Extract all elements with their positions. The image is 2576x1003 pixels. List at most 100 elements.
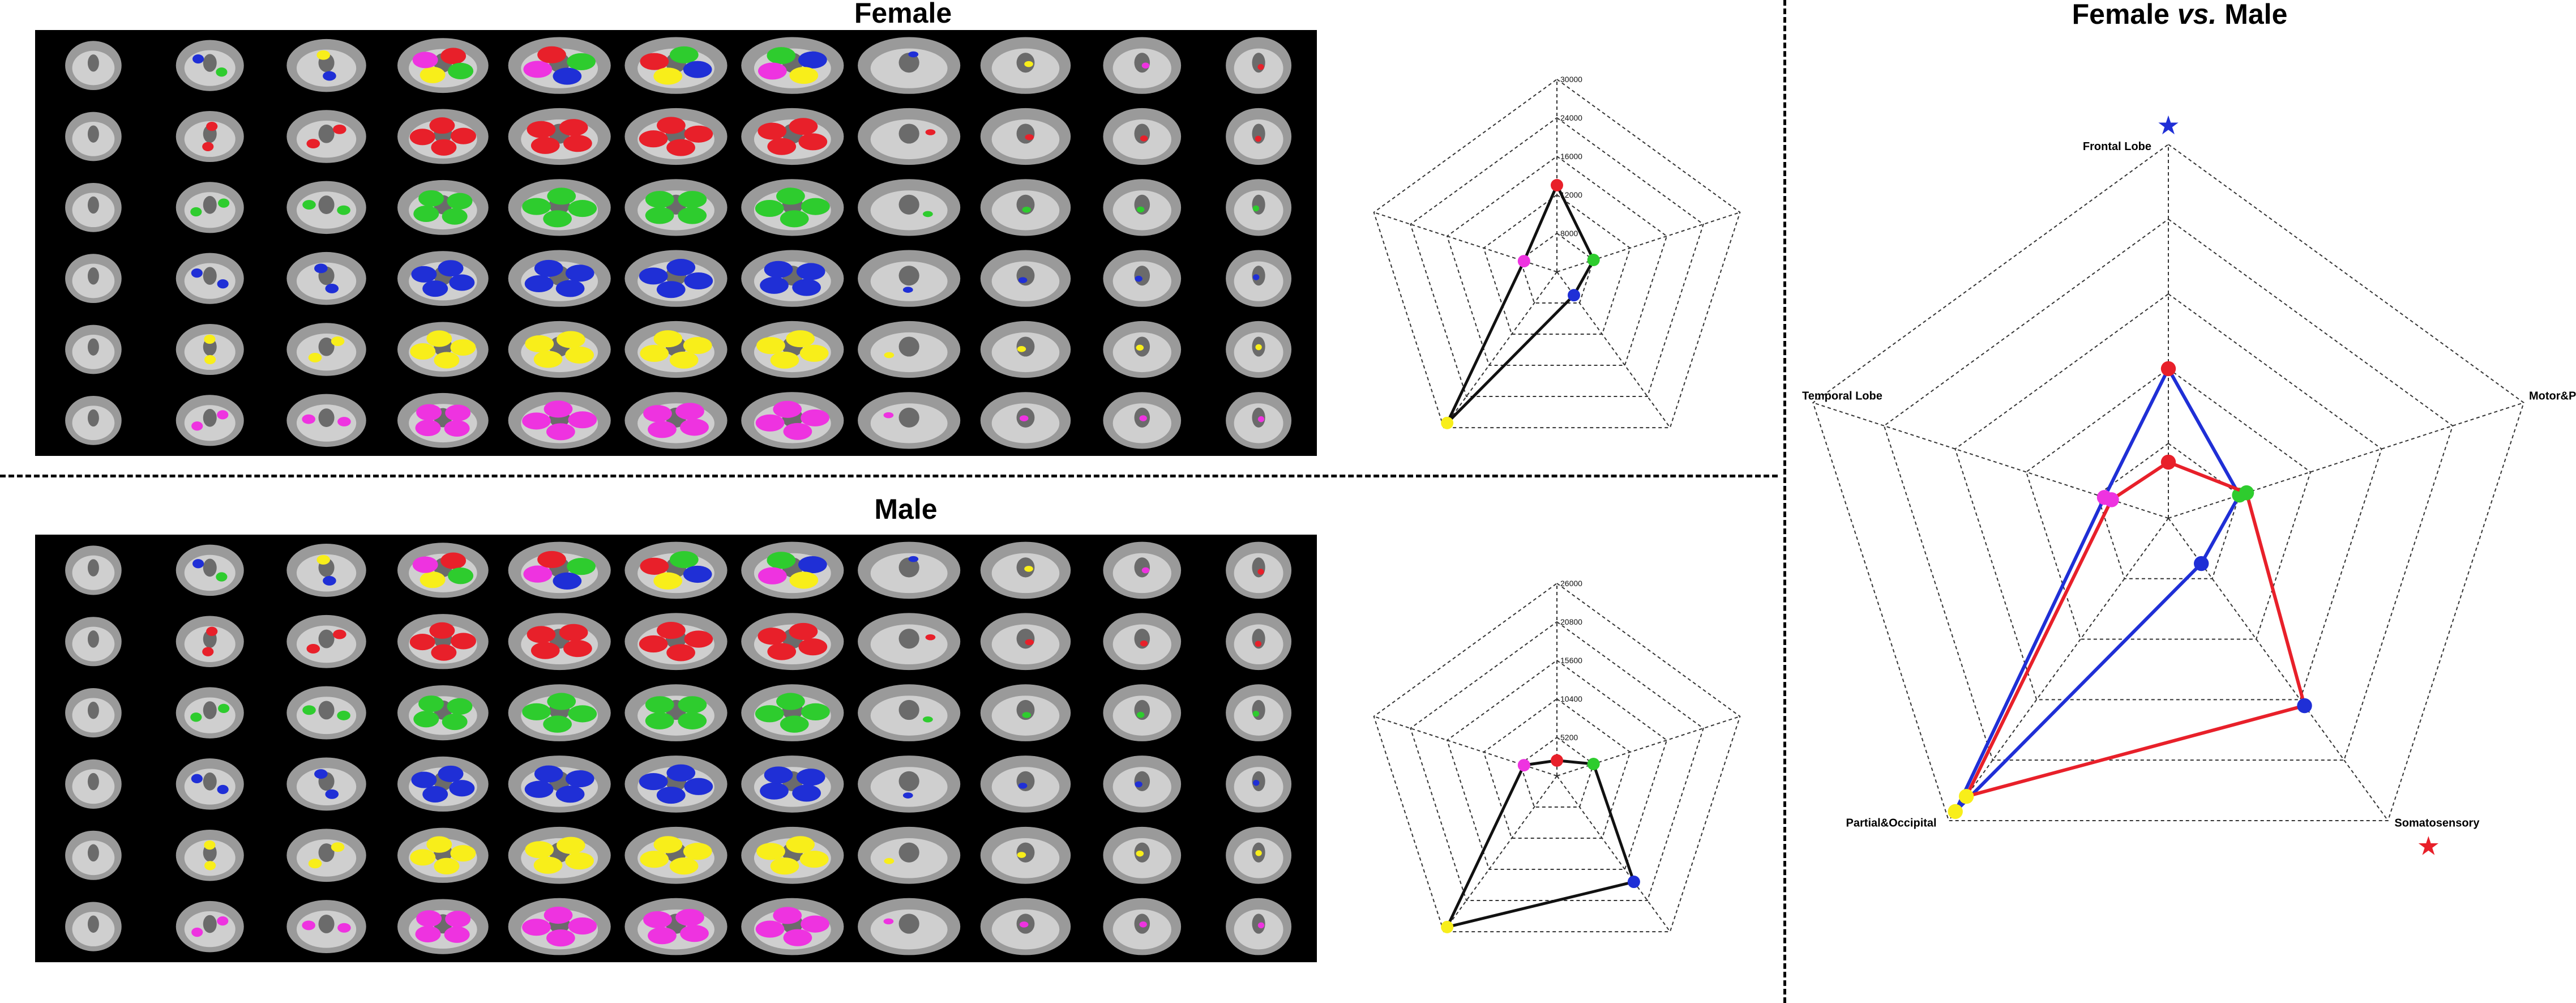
activation-blob <box>755 705 784 723</box>
brainstem <box>1016 123 1035 144</box>
male-slice <box>286 614 366 668</box>
male-slice <box>176 544 244 596</box>
activation-blob <box>556 331 585 348</box>
male-slice <box>624 541 728 599</box>
activation-blob <box>431 139 457 156</box>
brainstem <box>203 54 217 72</box>
female-slice <box>397 109 489 164</box>
activation-blob <box>218 703 230 713</box>
brainstem <box>87 54 99 72</box>
male-slice <box>397 827 489 883</box>
activation-blob <box>192 54 204 64</box>
female-slice <box>741 179 844 236</box>
compare-radar-grid-ring <box>1883 218 2454 761</box>
activation-blob <box>568 917 597 935</box>
activation-blob <box>325 789 339 799</box>
activation-blob <box>202 142 214 151</box>
female-slice <box>176 40 244 91</box>
activation-blob <box>1017 852 1026 858</box>
brainstem <box>318 337 335 356</box>
activation-blob <box>314 263 328 274</box>
female-radar-spoke <box>1556 211 1740 272</box>
compare-axis-label: Somatosensory <box>2394 817 2480 830</box>
brainstem <box>1134 771 1150 791</box>
male-slice <box>286 543 366 597</box>
female-slice <box>65 112 122 161</box>
activation-blob <box>410 343 436 360</box>
activation-blob <box>420 571 446 588</box>
male-slice <box>1226 541 1292 599</box>
activation-blob <box>308 353 322 362</box>
activation-blob <box>764 766 793 784</box>
compare-axis-label: Temporal Lobe <box>1802 390 1882 402</box>
activation-blob <box>675 403 704 420</box>
male-slice <box>1226 684 1292 741</box>
male-slice <box>858 756 961 813</box>
female-radar-tick-label: 12000 <box>1560 190 1582 199</box>
activation-blob <box>1135 275 1142 282</box>
female-radar-tick-label: 8000 <box>1560 229 1578 238</box>
comparison-title-a: Female <box>2072 0 2177 30</box>
activation-blob <box>666 764 696 782</box>
activation-blob <box>758 122 787 140</box>
activation-blob <box>556 836 585 854</box>
female-slice <box>1103 179 1182 236</box>
activation-blob <box>1255 850 1262 856</box>
male-slice <box>980 541 1071 599</box>
male-slice <box>508 541 611 599</box>
female-slice <box>1226 250 1292 307</box>
male-slice <box>741 898 844 955</box>
comparison-title-vs: vs. <box>2177 0 2217 30</box>
compare-axis-label: Frontal Lobe <box>2083 140 2151 153</box>
activation-blob <box>680 925 709 942</box>
male-slice <box>980 756 1071 813</box>
activation-blob <box>798 556 827 574</box>
female-slice <box>508 108 611 165</box>
activation-blob <box>190 712 202 722</box>
activation-blob <box>653 67 683 85</box>
brainstem <box>87 701 99 719</box>
activation-blob <box>645 712 674 729</box>
activation-blob <box>1025 134 1034 140</box>
activation-blob <box>553 67 582 85</box>
activation-blob <box>325 284 339 293</box>
activation-blob <box>544 400 573 418</box>
female-slice <box>624 392 728 449</box>
female-slice <box>980 37 1071 94</box>
activation-blob <box>525 841 554 859</box>
compare-radar-spoke <box>2168 402 2524 519</box>
brainstem <box>318 195 335 215</box>
female-slice <box>858 392 961 449</box>
activation-blob <box>522 198 551 215</box>
activation-blob <box>683 565 712 583</box>
activation-blob <box>416 910 442 927</box>
male-slice <box>176 830 244 881</box>
activation-blob <box>801 198 830 215</box>
activation-blob <box>1019 921 1029 928</box>
female-radar-grid-ring <box>1483 194 1631 335</box>
brainstem <box>898 629 919 649</box>
female-slice <box>65 325 122 374</box>
activation-blob <box>524 275 554 293</box>
male-slice <box>741 613 844 671</box>
activation-blob <box>522 412 551 430</box>
activation-blob <box>1140 640 1148 647</box>
activation-blob <box>449 274 475 291</box>
activation-blob <box>653 572 683 590</box>
activation-blob <box>780 210 809 228</box>
male-radar-point <box>1517 759 1530 772</box>
male-slice <box>1103 826 1182 884</box>
activation-blob <box>639 772 668 791</box>
male-slice <box>624 613 728 671</box>
activation-blob <box>653 330 683 348</box>
female-slice <box>397 180 489 235</box>
activation-blob <box>770 857 799 875</box>
brainstem <box>318 124 335 143</box>
activation-blob <box>789 571 819 589</box>
male-slice <box>980 684 1071 741</box>
activation-blob <box>669 550 699 569</box>
activation-blob <box>422 786 448 803</box>
female-slice <box>980 179 1071 236</box>
activation-blob <box>678 712 707 729</box>
female-radar-point <box>1551 179 1563 191</box>
